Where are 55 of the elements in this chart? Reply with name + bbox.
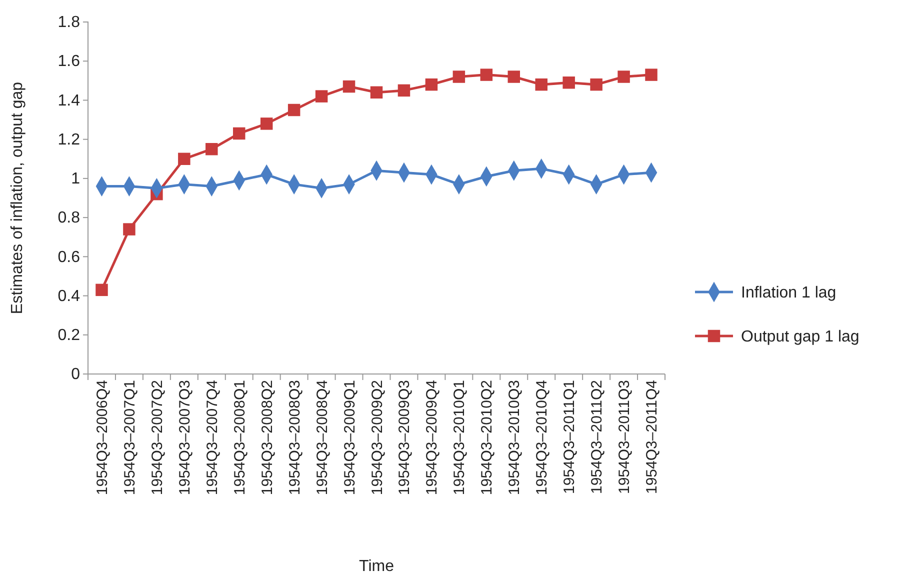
point [206, 142, 218, 156]
x-tick-label: 1954Q3–2009Q1 [341, 380, 358, 496]
y-tick-label: 1.4 [58, 92, 80, 110]
x-tick-label: 1954Q3–2007Q4 [204, 380, 221, 496]
point [96, 284, 108, 296]
point [425, 78, 438, 91]
legend-label: Output gap 1 lag [741, 328, 860, 346]
point [123, 223, 136, 236]
point [618, 70, 630, 83]
x-tick-label: 1954Q3–2011Q2 [588, 380, 606, 494]
point [288, 104, 300, 116]
point [342, 80, 356, 93]
x-tick-label: 1954Q3–2007Q2 [148, 380, 166, 496]
x-tick-label: 1954Q3–2008Q2 [258, 380, 276, 496]
x-tick-label: 1954Q3–2009Q2 [368, 380, 386, 496]
x-tick-label: 1954Q3–2010Q1 [451, 380, 468, 496]
x-tick-label: 1954Q3–2008Q1 [231, 380, 248, 496]
y-tick-label: 1.6 [58, 53, 80, 70]
point [370, 86, 383, 99]
y-tick-label: 1.8 [58, 14, 80, 32]
point [590, 78, 602, 91]
point [535, 78, 548, 91]
y-tick-label: 0 [71, 366, 80, 384]
y-tick-label: 1.2 [58, 131, 80, 148]
x-axis-title: Time [359, 558, 394, 575]
y-tick-label: 0.6 [58, 248, 80, 266]
x-tick-label: 1954Q3–2010Q4 [534, 380, 551, 496]
x-tick-label: 1954Q3–2007Q3 [176, 380, 194, 496]
y-axis-title: Estimates of inflation, output gap [9, 82, 26, 314]
x-tick-label: 1954Q3–2009Q3 [396, 380, 414, 496]
x-tick-label: 1954Q3–2011Q1 [561, 380, 578, 494]
y-tick-label: 0.2 [58, 327, 80, 344]
x-tick-label: 1954Q3–2010Q3 [506, 380, 524, 496]
point [452, 70, 466, 83]
point [508, 70, 520, 83]
y-tick-label: 1 [71, 170, 80, 188]
x-tick-label: 1954Q3–2008Q3 [286, 380, 304, 496]
x-tick-label: 1954Q3–2009Q4 [424, 380, 441, 496]
point [645, 68, 658, 81]
point [398, 84, 410, 97]
x-tick-label: 1954Q3–2011Q3 [616, 380, 634, 494]
point [260, 118, 273, 130]
point [480, 68, 493, 81]
x-tick-label: 1954Q3–2010Q2 [478, 380, 496, 496]
legend-label: Inflation 1 lag [741, 284, 836, 302]
y-tick-label: 0.4 [58, 288, 80, 305]
point [562, 76, 575, 89]
y-tick-label: 0.8 [58, 210, 80, 227]
x-tick-label: 1954Q3–2011Q4 [644, 380, 661, 494]
x-tick-label: 1954Q3–2007Q1 [121, 380, 138, 496]
point [232, 127, 246, 140]
point [315, 90, 328, 102]
x-tick-label: 1954Q3–2008Q4 [314, 380, 331, 496]
x-tick-label: 1954Q3–2006Q4 [94, 380, 111, 496]
point [178, 152, 190, 166]
